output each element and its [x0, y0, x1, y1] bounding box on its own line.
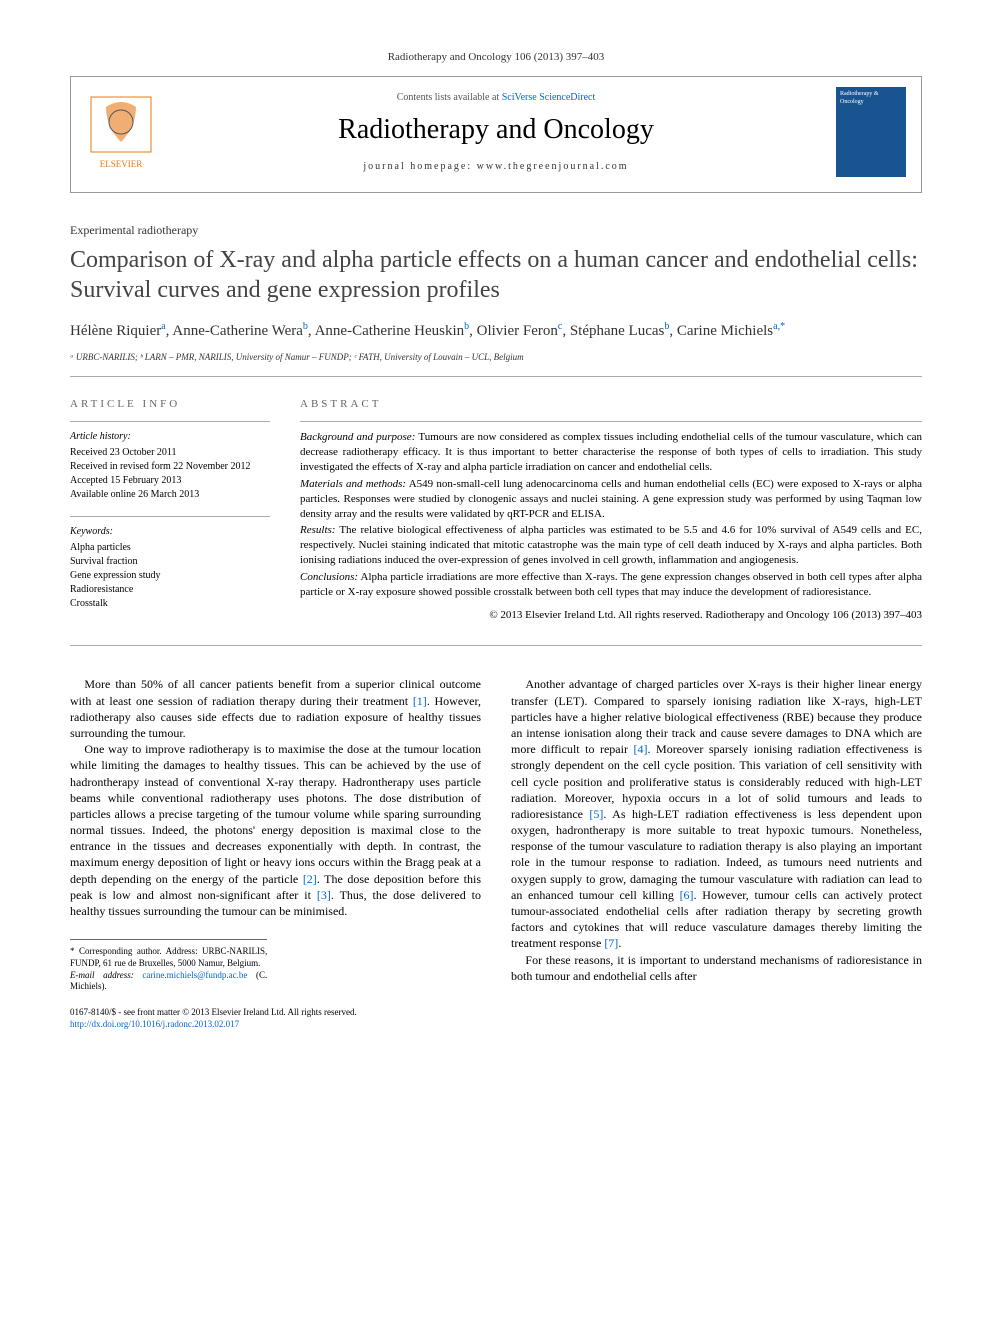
abstract-paragraph: Background and purpose: Tumours are now … [300, 430, 922, 475]
article-info-heading: ARTICLE INFO [70, 397, 270, 411]
abstract-copyright: © 2013 Elsevier Ireland Ltd. All rights … [300, 608, 922, 623]
reference-link[interactable]: [5] [589, 807, 603, 821]
abstract-section: ABSTRACT Background and purpose: Tumours… [300, 397, 922, 625]
reference-link[interactable]: [1] [413, 694, 427, 708]
body-paragraph: For these reasons, it is important to un… [511, 952, 922, 984]
bottom-metadata: 0167-8140/$ - see front matter © 2013 El… [70, 1007, 481, 1030]
body-paragraph: More than 50% of all cancer patients ben… [70, 676, 481, 741]
corresponding-author-marker[interactable]: a,* [773, 321, 785, 332]
keywords-label: Keywords: [70, 525, 270, 538]
article-section-label: Experimental radiotherapy [70, 223, 922, 239]
reference-link[interactable]: [4] [634, 742, 648, 756]
author: Stéphane Lucasb [570, 323, 670, 339]
journal-header: ELSEVIER Contents lists available at Sci… [70, 76, 922, 193]
authors-list: Hélène Riquiera, Anne-Catherine Werab, A… [70, 319, 922, 343]
reference-link[interactable]: [3] [317, 888, 331, 902]
article-history-label: Article history: [70, 430, 270, 443]
footnotes: * Corresponding author. Address: URBC-NA… [70, 939, 267, 993]
author: Hélène Riquiera [70, 323, 166, 339]
body-column-right: Another advantage of charged particles o… [511, 676, 922, 1030]
reference-link[interactable]: [2] [303, 872, 317, 886]
article-info-sidebar: ARTICLE INFO Article history: Received 2… [70, 397, 270, 625]
author: Anne-Catherine Heuskinb [315, 323, 470, 339]
history-line: Received in revised form 22 November 201… [70, 460, 270, 474]
svg-text:ELSEVIER: ELSEVIER [100, 159, 143, 169]
history-line: Received 23 October 2011 [70, 446, 270, 460]
doi-link[interactable]: http://dx.doi.org/10.1016/j.radonc.2013.… [70, 1019, 481, 1031]
abstract-paragraph: Results: The relative biological effecti… [300, 523, 922, 568]
elsevier-logo: ELSEVIER [86, 92, 156, 172]
reference-link[interactable]: [6] [680, 888, 694, 902]
citation-line: Radiotherapy and Oncology 106 (2013) 397… [70, 50, 922, 64]
contents-available-line: Contents lists available at SciVerse Sci… [171, 91, 821, 104]
journal-homepage: journal homepage: www.thegreenjournal.co… [171, 160, 821, 173]
journal-cover-thumbnail: Radiotherapy & Oncology [836, 87, 906, 177]
body-text: More than 50% of all cancer patients ben… [70, 676, 922, 1030]
history-line: Available online 26 March 2013 [70, 488, 270, 502]
journal-name: Radiotherapy and Oncology [171, 112, 821, 148]
keyword: Radioresistance [70, 583, 270, 597]
body-paragraph: One way to improve radiotherapy is to ma… [70, 741, 481, 919]
keyword: Survival fraction [70, 555, 270, 569]
body-column-left: More than 50% of all cancer patients ben… [70, 676, 481, 1030]
history-line: Accepted 15 February 2013 [70, 474, 270, 488]
abstract-paragraph: Conclusions: Alpha particle irradiations… [300, 570, 922, 600]
author: Olivier Feronc [477, 323, 563, 339]
author: Anne-Catherine Werab [172, 323, 308, 339]
email-link[interactable]: carine.michiels@fundp.ac.be [142, 970, 247, 980]
author: Carine Michielsa,* [677, 323, 785, 339]
body-paragraph: Another advantage of charged particles o… [511, 676, 922, 951]
issn-copyright-line: 0167-8140/$ - see front matter © 2013 El… [70, 1007, 481, 1019]
corresponding-author-footnote: * Corresponding author. Address: URBC-NA… [70, 946, 267, 969]
abstract-paragraph: Materials and methods: A549 non-small-ce… [300, 477, 922, 522]
affiliations: ᵃ URBC-NARILIS; ᵇ LARN – PMR, NARILIS, U… [70, 352, 922, 377]
keyword: Gene expression study [70, 569, 270, 583]
article-title: Comparison of X-ray and alpha particle e… [70, 245, 922, 305]
keyword: Alpha particles [70, 541, 270, 555]
sciencedirect-link[interactable]: SciVerse ScienceDirect [502, 92, 596, 103]
reference-link[interactable]: [7] [604, 936, 618, 950]
abstract-heading: ABSTRACT [300, 397, 922, 411]
keyword: Crosstalk [70, 597, 270, 611]
